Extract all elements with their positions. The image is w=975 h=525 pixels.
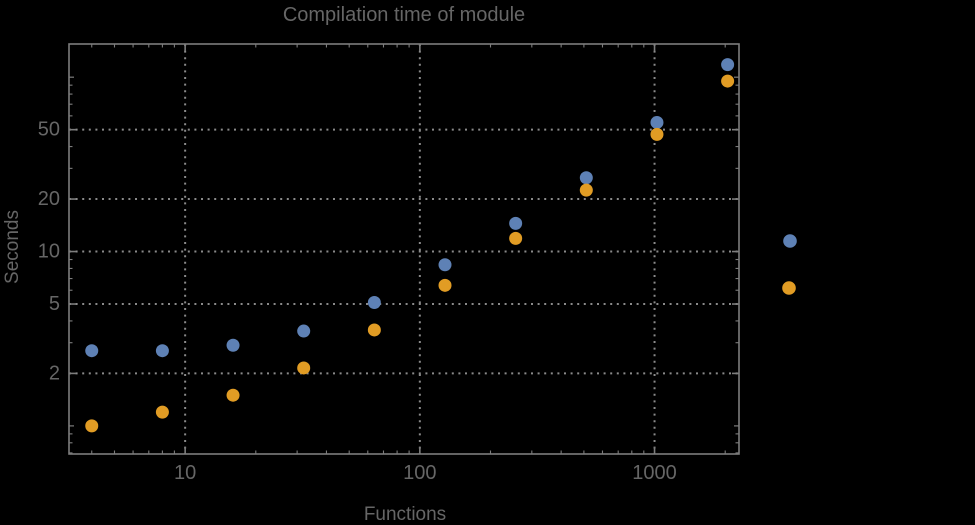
x-tick-label: 1000 [632,462,677,484]
data-point-blue [367,296,381,310]
y-tick-label: 2 [49,362,60,384]
data-point-orange [226,388,240,402]
data-point-orange [367,323,381,337]
data-point-orange [297,361,311,375]
data-point-blue [650,115,664,129]
data-point-blue [155,344,169,358]
data-point-orange [85,419,99,433]
data-point-blue [721,58,735,72]
data-point-blue [85,344,99,358]
plot-frame [68,43,740,455]
x-tick-label: 100 [403,462,436,484]
y-axis-label: Seconds [2,210,23,284]
y-tick-label: 5 [49,293,60,315]
data-point-blue [579,171,593,185]
chart-title: Compilation time of module [282,4,526,26]
x-tick-label: 10 [174,462,196,484]
data-point-blue [226,338,240,352]
data-point-orange [721,74,735,88]
legend-marker-orange [782,281,796,295]
y-tick-label: 20 [38,188,60,210]
y-tick-label: 10 [38,241,60,263]
data-point-blue [509,216,523,230]
data-point-orange [579,183,593,197]
data-point-orange [438,278,452,292]
data-point-orange [650,127,664,141]
legend-marker-blue [783,234,797,248]
data-point-blue [438,258,452,272]
data-point-orange [509,231,523,245]
x-axis-label: Functions [363,504,447,525]
data-point-orange [155,405,169,419]
y-tick-label: 50 [38,119,60,141]
data-point-blue [297,324,311,338]
